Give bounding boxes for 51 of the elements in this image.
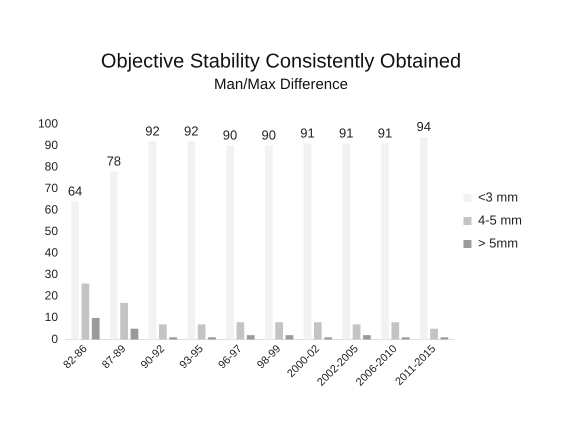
legend-label: > 5mm xyxy=(478,236,518,251)
y-tick-label: 80 xyxy=(44,159,58,174)
data-label: 92 xyxy=(184,123,199,138)
y-tick-label: 90 xyxy=(44,138,58,152)
bar xyxy=(391,322,400,340)
data-label: 92 xyxy=(145,123,160,138)
bar xyxy=(120,302,128,340)
bar xyxy=(198,324,206,340)
y-tick-label: 30 xyxy=(44,267,58,282)
data-label: 91 xyxy=(300,125,315,140)
y-tick-label: 10 xyxy=(44,310,58,324)
legend-label: 4-5 mm xyxy=(478,212,522,228)
data-label: 90 xyxy=(222,128,238,143)
data-label: 78 xyxy=(106,153,122,168)
data-label: 91 xyxy=(339,125,354,140)
bar xyxy=(82,283,90,340)
bar xyxy=(187,141,196,340)
bar xyxy=(159,324,167,340)
bar xyxy=(130,328,138,340)
data-label: 94 xyxy=(416,119,431,134)
bar xyxy=(381,143,389,340)
bar xyxy=(352,324,360,340)
bar xyxy=(264,146,273,340)
bar xyxy=(314,322,322,340)
bar xyxy=(420,136,428,340)
bar xyxy=(92,318,100,340)
data-label: 91 xyxy=(378,125,392,140)
bar xyxy=(148,141,156,340)
bar xyxy=(286,335,294,340)
y-tick-label: 0 xyxy=(51,332,58,346)
bar xyxy=(236,322,244,340)
bar xyxy=(246,335,255,340)
data-label: 90 xyxy=(262,128,276,143)
y-tick-label: 70 xyxy=(44,180,58,195)
bar xyxy=(363,335,371,340)
bar xyxy=(430,328,438,340)
bar xyxy=(110,171,118,340)
y-tick-label: 50 xyxy=(44,224,58,238)
chart-subtitle: Man/Max Difference xyxy=(214,76,348,94)
bar xyxy=(71,202,79,340)
bar xyxy=(226,146,234,340)
y-tick-label: 100 xyxy=(38,116,58,130)
bar xyxy=(342,143,350,340)
bar xyxy=(275,322,283,340)
bar xyxy=(304,143,312,340)
y-tick-label: 20 xyxy=(44,288,58,303)
chart-title: Objective Stability Consistently Obtained xyxy=(100,50,462,73)
data-label: 64 xyxy=(68,184,82,199)
legend-label: <3 mm xyxy=(478,190,518,205)
y-tick-label: 60 xyxy=(44,202,58,216)
y-tick-label: 40 xyxy=(44,246,58,260)
